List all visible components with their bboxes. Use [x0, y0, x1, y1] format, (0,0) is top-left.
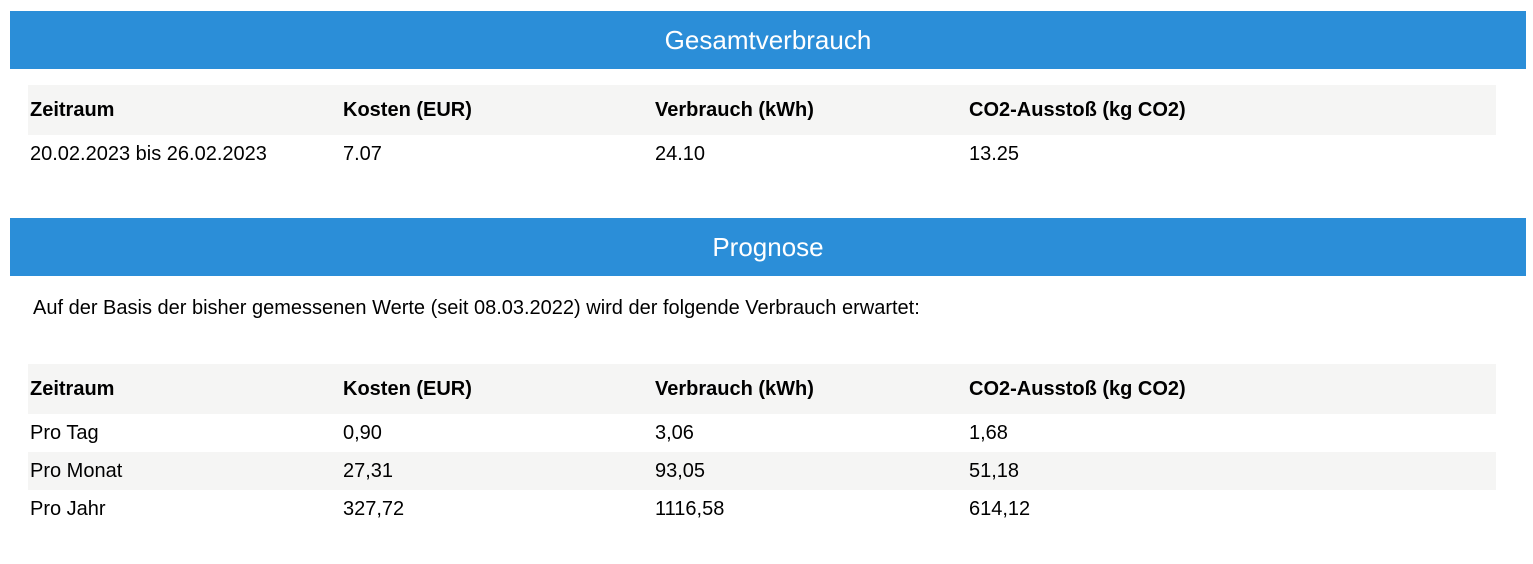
- table-row: 20.02.2023 bis 26.02.2023 7.07 24.10 13.…: [28, 135, 1496, 173]
- cell-co2: 51,18: [969, 460, 1020, 482]
- column-header-co2: CO2-Ausstoß (kg CO2): [967, 364, 1496, 414]
- section-title-prognose: Prognose: [712, 232, 824, 262]
- column-header-zeitraum: Zeitraum: [28, 85, 341, 135]
- cell-zeitraum: Pro Jahr: [30, 498, 106, 520]
- cell-zeitraum: Pro Tag: [30, 422, 99, 444]
- column-header-verbrauch: Verbrauch (kWh): [653, 364, 967, 414]
- column-header-kosten: Kosten (EUR): [341, 85, 653, 135]
- column-header-kosten: Kosten (EUR): [341, 364, 653, 414]
- prognose-table: Zeitraum Kosten (EUR) Verbrauch (kWh) CO…: [28, 364, 1496, 528]
- cell-co2: 13.25: [969, 143, 1020, 165]
- column-header-verbrauch: Verbrauch (kWh): [653, 85, 967, 135]
- cell-zeitraum: Pro Monat: [30, 460, 123, 482]
- gesamtverbrauch-table: Zeitraum Kosten (EUR) Verbrauch (kWh) CO…: [28, 85, 1496, 173]
- prognose-intro-text: Auf der Basis der bisher gemessenen Wert…: [33, 297, 920, 319]
- table-row-pro-monat: Pro Monat 27,31 93,05 51,18: [28, 452, 1496, 490]
- column-header-zeitraum: Zeitraum: [28, 364, 341, 414]
- gesamtverbrauch-header-row: Zeitraum Kosten (EUR) Verbrauch (kWh) CO…: [28, 85, 1496, 135]
- cell-verbrauch: 24.10: [655, 143, 706, 165]
- cell-kosten: 327,72: [343, 498, 405, 520]
- table-row-pro-tag: Pro Tag 0,90 3,06 1,68: [28, 414, 1496, 452]
- cell-verbrauch: 3,06: [655, 422, 694, 444]
- section-header-gesamtverbrauch: Gesamtverbrauch: [10, 11, 1526, 69]
- column-header-co2: CO2-Ausstoß (kg CO2): [967, 85, 1496, 135]
- cell-kosten: 27,31: [343, 460, 394, 482]
- section-header-prognose: Prognose: [10, 218, 1526, 276]
- table-row-pro-jahr: Pro Jahr 327,72 1116,58 614,12: [28, 490, 1496, 528]
- section-title-gesamtverbrauch: Gesamtverbrauch: [664, 25, 872, 55]
- cell-zeitraum: 20.02.2023 bis 26.02.2023: [30, 143, 267, 165]
- prognose-header-row: Zeitraum Kosten (EUR) Verbrauch (kWh) CO…: [28, 364, 1496, 414]
- cell-verbrauch: 1116,58: [655, 498, 725, 520]
- cell-verbrauch: 93,05: [655, 460, 706, 482]
- cell-kosten: 7.07: [343, 143, 382, 165]
- cell-kosten: 0,90: [343, 422, 382, 444]
- cell-co2: 1,68: [969, 422, 1008, 444]
- cell-co2: 614,12: [969, 498, 1031, 520]
